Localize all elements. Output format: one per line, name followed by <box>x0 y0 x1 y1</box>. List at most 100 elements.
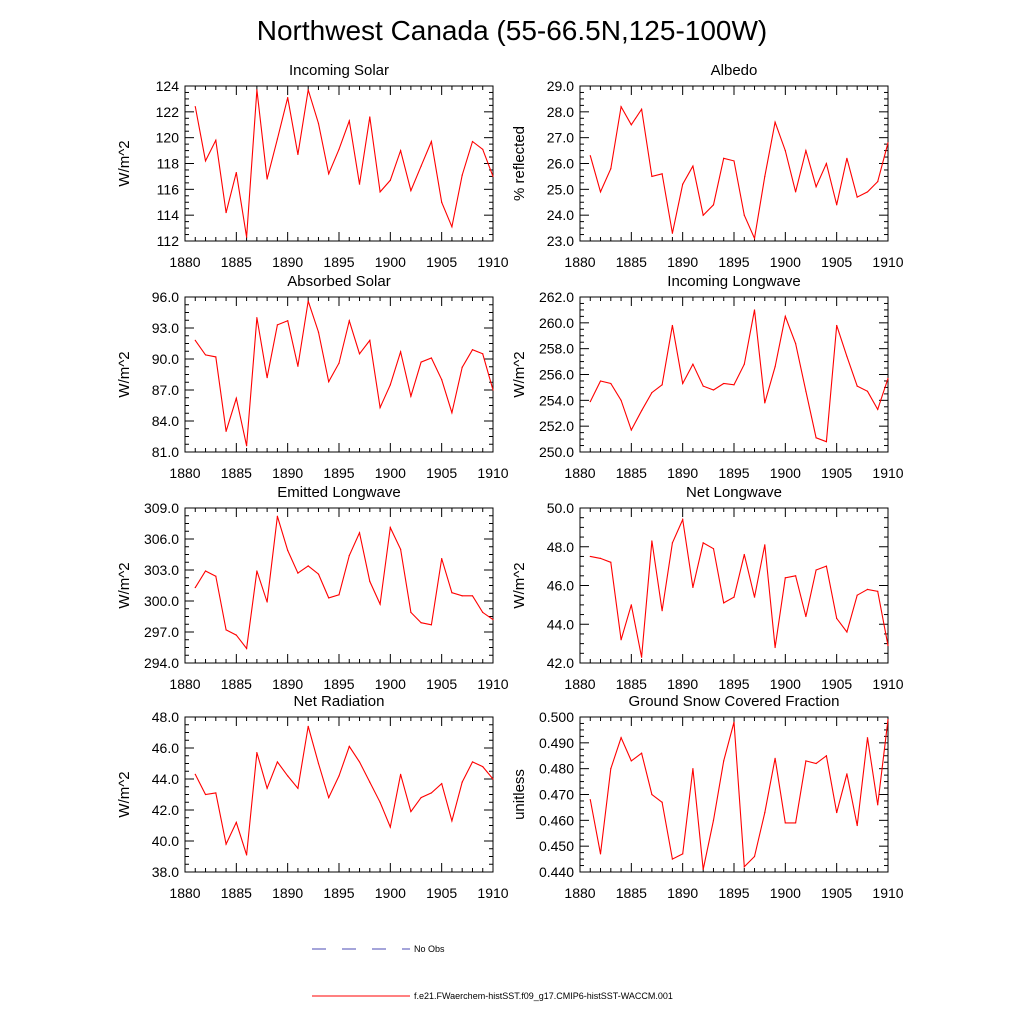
y-tick-label: 306.0 <box>144 531 179 547</box>
y-tick-label: 297.0 <box>144 624 179 640</box>
data-point <box>712 819 715 821</box>
data-point <box>338 148 340 150</box>
data-point <box>276 761 278 763</box>
data-point <box>641 108 643 110</box>
data-point <box>348 320 350 322</box>
data-point <box>235 171 237 174</box>
y-tick-label: 256.0 <box>539 367 574 383</box>
data-point <box>784 149 786 152</box>
panel-title: Albedo <box>711 62 758 79</box>
y-tick-label: 48.0 <box>547 539 574 555</box>
data-point <box>733 160 735 162</box>
data-point <box>235 397 237 399</box>
data-point <box>836 324 838 327</box>
data-point <box>589 155 591 157</box>
data-point <box>682 382 684 385</box>
data-point <box>420 361 422 363</box>
data-point <box>379 603 381 605</box>
data-point <box>246 647 248 650</box>
x-tick-label: 1885 <box>616 676 647 692</box>
data-point <box>589 555 591 558</box>
data-point <box>589 799 591 801</box>
x-tick-label: 1895 <box>323 676 354 692</box>
data-point <box>815 437 817 439</box>
data-point <box>246 445 248 447</box>
data-point <box>471 140 474 143</box>
y-tick-label: 40.0 <box>152 833 179 849</box>
y-tick-label: 24.0 <box>547 207 574 223</box>
data-point <box>620 639 622 641</box>
data-point <box>825 162 828 165</box>
y-tick-label: 0.450 <box>539 838 574 854</box>
legend-no-obs-label: No Obs <box>414 944 445 954</box>
x-tick-label: 1910 <box>477 885 508 901</box>
data-point <box>430 140 432 143</box>
data-point <box>671 232 674 234</box>
data-point <box>651 175 653 178</box>
data-point <box>328 381 330 383</box>
data-point <box>430 792 432 794</box>
data-point <box>877 180 879 183</box>
x-tick-label: 1885 <box>616 885 647 901</box>
x-tick-label: 1890 <box>667 676 698 692</box>
chart-panel: Albedo % reflected 1880 1885 1890 1895 1900 190… <box>511 62 904 270</box>
data-point <box>795 575 797 577</box>
panel-title: Net Longwave <box>686 484 782 501</box>
data-point <box>266 377 268 379</box>
data-point <box>276 138 278 140</box>
data-point <box>461 174 463 176</box>
data-point <box>846 355 848 358</box>
x-tick-label: 1905 <box>426 885 457 901</box>
y-tick-label: 0.440 <box>539 864 574 880</box>
data-point <box>348 120 350 122</box>
data-point <box>682 853 684 855</box>
data-point <box>795 191 797 193</box>
data-point <box>877 408 879 410</box>
x-tick-label: 1890 <box>667 254 698 270</box>
data-point <box>589 401 591 403</box>
data-point <box>430 624 432 626</box>
data-point <box>389 826 391 828</box>
data-point <box>856 385 858 387</box>
data-point <box>733 384 735 386</box>
data-point <box>225 211 227 214</box>
data-point <box>297 787 299 789</box>
series-line <box>194 726 494 856</box>
data-point <box>877 804 879 806</box>
y-tick-label: 0.480 <box>539 761 574 777</box>
data-point <box>379 406 381 409</box>
x-tick-label: 1910 <box>872 885 903 901</box>
x-tick-label: 1885 <box>221 885 252 901</box>
x-tick-label: 1880 <box>169 676 200 692</box>
y-axis-label: W/m^2 <box>116 562 133 608</box>
y-tick-label: 87.0 <box>152 382 179 398</box>
data-point <box>599 380 602 382</box>
data-point <box>620 737 622 739</box>
data-point <box>610 382 612 385</box>
data-point <box>764 175 766 178</box>
panel-title: Net Radiation <box>294 693 385 710</box>
data-point <box>753 309 756 311</box>
y-tick-label: 42.0 <box>547 655 574 671</box>
y-tick-label: 46.0 <box>152 740 179 756</box>
data-point <box>492 389 494 391</box>
x-tick-label: 1885 <box>221 676 252 692</box>
data-point <box>620 106 622 108</box>
y-tick-label: 294.0 <box>144 655 179 671</box>
y-axis-label: W/m^2 <box>116 771 133 817</box>
x-tick-label: 1890 <box>667 465 698 481</box>
data-point <box>215 356 217 358</box>
series-line <box>590 517 889 658</box>
data-point <box>451 412 453 414</box>
data-point <box>379 191 381 193</box>
data-point <box>610 168 612 170</box>
legend: No Obs f.e21.FWaerchem-histSST.f09_g17.C… <box>312 944 673 1001</box>
data-point <box>369 580 371 582</box>
x-tick-label: 1880 <box>169 465 200 481</box>
data-point <box>846 773 848 775</box>
data-point <box>482 148 484 150</box>
x-tick-label: 1895 <box>718 465 749 481</box>
x-tick-label: 1890 <box>667 885 698 901</box>
data-point <box>887 377 889 379</box>
y-tick-label: 254.0 <box>539 392 574 408</box>
